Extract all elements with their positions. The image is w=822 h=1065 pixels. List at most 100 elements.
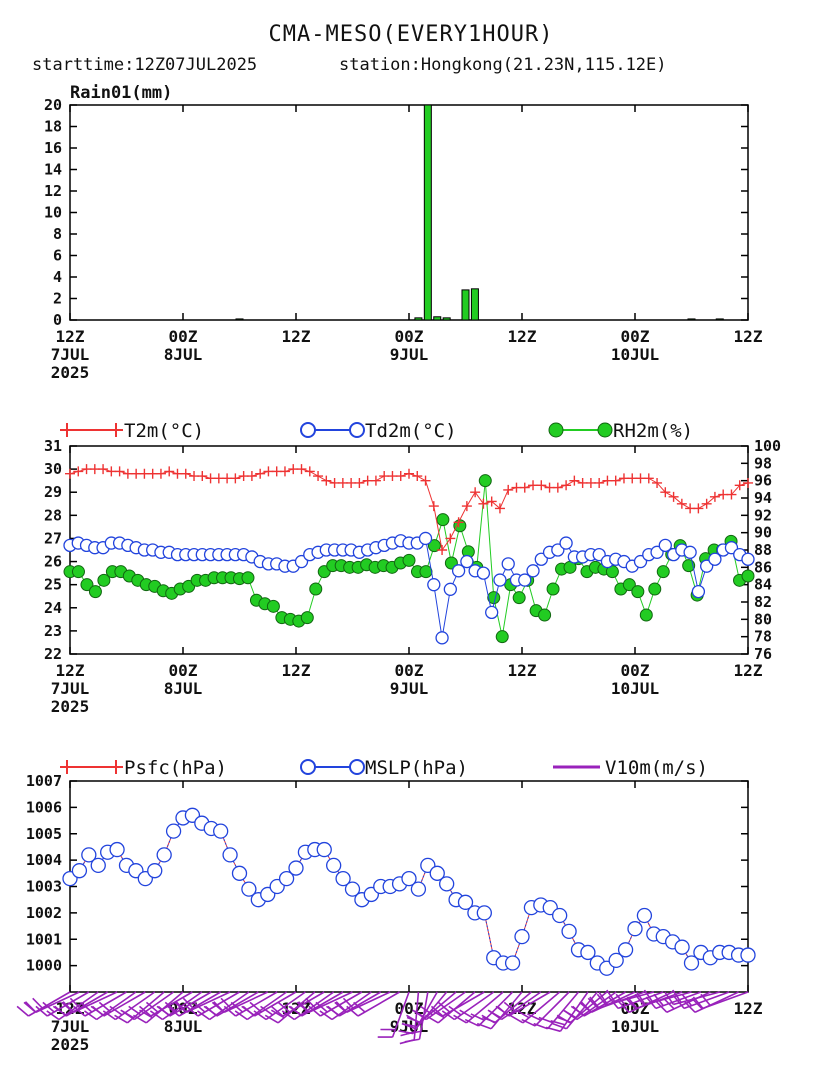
- t2m-point: [428, 501, 439, 512]
- wind-barb: [692, 991, 749, 1010]
- t2m-point: [552, 482, 563, 493]
- t2m-point: [709, 491, 720, 502]
- td2m-point: [708, 552, 722, 566]
- x-tick-label: 00Z: [169, 327, 198, 346]
- x-year-label: 2025: [51, 363, 90, 382]
- rain-bar: [235, 318, 244, 321]
- t2m-point: [561, 480, 572, 491]
- wind-barb: [684, 991, 739, 1014]
- wind-barb: [186, 991, 240, 1017]
- x-day-label: 7JUL: [51, 345, 90, 364]
- t2m-point: [73, 466, 84, 477]
- t2m-point: [726, 489, 737, 500]
- mslp-point: [674, 939, 690, 955]
- temp-y-label: 28: [44, 506, 62, 524]
- wind-barb: [308, 991, 363, 1017]
- wind-barb: [441, 991, 495, 1021]
- rh-y-label: 76: [754, 645, 772, 663]
- t2m-point: [395, 471, 406, 482]
- td2m-legend-marker: [300, 422, 316, 438]
- t2m-legend-marker: [60, 423, 74, 437]
- pressure-y-label: 1006: [26, 798, 62, 816]
- mslp-point: [627, 921, 643, 937]
- rh-y-label: 80: [754, 610, 772, 628]
- mslp-point: [156, 847, 172, 863]
- t2m-point: [676, 498, 687, 509]
- td2m-legend-label: Td2m(°C): [365, 420, 457, 442]
- x-tick-label: 00Z: [395, 661, 424, 680]
- t2m-point: [370, 475, 381, 486]
- wind-barb: [242, 991, 297, 1017]
- wind-barb: [664, 989, 720, 1006]
- wind-barb: [496, 991, 551, 1017]
- mslp-point: [439, 876, 455, 892]
- t2m-point: [445, 533, 456, 544]
- psfc-legend-marker: [109, 760, 123, 774]
- rain-bar: [687, 318, 696, 321]
- t2m-point: [412, 471, 423, 482]
- mslp-point: [335, 870, 351, 887]
- wind-barb: [223, 991, 278, 1017]
- td2m-point: [418, 531, 433, 546]
- t2m-legend-label: T2m(°C): [124, 420, 204, 442]
- mslp-point: [514, 928, 530, 945]
- temp-y-label: 27: [44, 529, 62, 547]
- mslp-point: [241, 881, 257, 897]
- wind-barb: [138, 991, 193, 1017]
- rain-y-label: 12: [44, 182, 62, 200]
- chart-title: CMA-MESO(EVERY1HOUR): [268, 22, 554, 47]
- rh-y-label: 94: [754, 489, 772, 507]
- mslp-point: [344, 881, 361, 897]
- temp-y-label: 30: [44, 460, 62, 478]
- rh2m-point: [309, 582, 323, 596]
- x-tick-label: 00Z: [621, 327, 650, 346]
- mslp-point: [147, 863, 163, 879]
- mslp-point: [401, 870, 417, 887]
- wind-barb: [346, 991, 400, 1017]
- t2m-point: [743, 477, 753, 488]
- t2m-point: [296, 464, 307, 475]
- t2m-point: [98, 464, 109, 475]
- td2m-point: [559, 536, 573, 550]
- t2m-point: [569, 475, 580, 486]
- x-day-label: 10JUL: [611, 1017, 659, 1036]
- rh2m-point: [80, 578, 94, 592]
- temp-y-label: 26: [44, 553, 62, 571]
- mslp-point: [213, 823, 229, 839]
- rh2m-point: [648, 582, 662, 596]
- rh-y-label: 96: [754, 472, 772, 490]
- wind-barb: [413, 991, 466, 1021]
- wind-barb: [533, 991, 580, 1030]
- rh2m-point: [427, 539, 441, 553]
- rain-y-label: 20: [44, 96, 62, 114]
- wind-barb: [121, 991, 175, 1021]
- rain-bar: [470, 288, 479, 321]
- wind-barb: [509, 991, 561, 1024]
- rain-y-label: 8: [53, 225, 62, 243]
- t2m-point: [660, 487, 671, 498]
- rh2m-point: [88, 585, 102, 599]
- wind-barb: [521, 991, 570, 1027]
- t2m-point: [164, 466, 175, 477]
- td2m-point: [427, 578, 441, 592]
- t2m-point: [494, 503, 505, 514]
- mslp-point: [109, 841, 125, 858]
- wind-barb: [598, 989, 655, 1006]
- t2m-point: [255, 468, 266, 479]
- mslp-point: [90, 857, 106, 874]
- t2m-point: [304, 466, 315, 477]
- wind-barb: [24, 991, 80, 1014]
- rain-y-label: 6: [53, 247, 62, 265]
- rh2m-legend-label: RH2m(%): [613, 420, 693, 442]
- wind-barb: [175, 991, 231, 1014]
- x-day-label: 8JUL: [164, 345, 203, 364]
- t2m-point: [693, 503, 704, 514]
- t2m-point: [594, 477, 605, 488]
- mslp-point: [81, 847, 97, 863]
- x-tick-label: 12Z: [282, 661, 311, 680]
- x-tick-label: 00Z: [621, 661, 650, 680]
- rh2m-point: [622, 578, 636, 592]
- wind-barb: [102, 991, 156, 1021]
